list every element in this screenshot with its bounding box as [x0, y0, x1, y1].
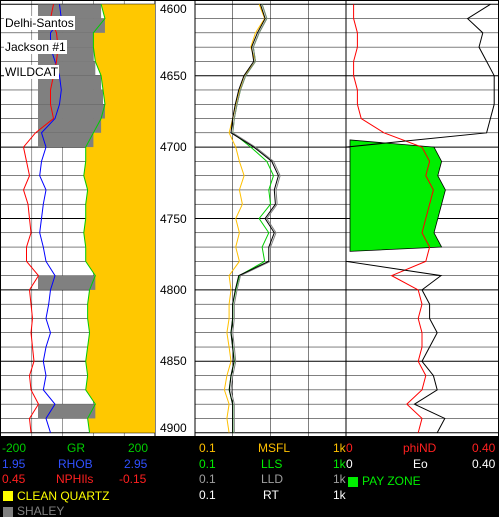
depth-tick-label: 4800 [158, 282, 189, 297]
rt-name: RT [263, 488, 279, 502]
depth-tick-label: 4650 [158, 68, 189, 83]
pay-zone-label: PAY ZONE [362, 474, 421, 488]
depth-tick-label: 4900 [158, 421, 189, 435]
depth-tick-label: 4850 [158, 354, 189, 369]
lld-left-scale: 0.1 [199, 472, 216, 486]
lls-name: LLS [261, 457, 283, 471]
shale-fill [38, 104, 105, 119]
well-name: Jackson #1 [4, 40, 67, 54]
rhob-curve [39, 4, 62, 433]
rt-left-scale: 0.1 [199, 488, 216, 502]
depth-tick-label: 4750 [158, 211, 189, 226]
nphi-name: NPHIls [56, 472, 94, 486]
curves [22, 3, 495, 433]
phind-name: phiND [403, 441, 437, 455]
lld-right-scale: 1k [333, 472, 346, 486]
lls-right-scale: 1k [333, 457, 346, 471]
lld-name: LLD [261, 472, 284, 486]
well-status: WILDCAT [4, 65, 60, 79]
phind-left-scale: 0 [346, 441, 353, 455]
log-plot [0, 0, 499, 437]
nphi-left-scale: 0.45 [2, 472, 26, 486]
clean-quartz-label: CLEAN QUARTZ [17, 489, 110, 503]
msfl-right-scale: 1k [333, 441, 346, 455]
pay-zone-fill [349, 139, 446, 252]
eo-right-scale: 0.40 [472, 457, 496, 471]
shale-fill [38, 132, 94, 148]
clean-quartz-swatch [3, 491, 13, 501]
shale-fill [38, 4, 102, 19]
eo-curve [345, 3, 495, 433]
gr-name: GR [67, 441, 85, 455]
shale-fill [38, 89, 104, 105]
gr-right-scale: 200 [128, 441, 149, 455]
nphi-right-scale: -0.15 [119, 472, 147, 486]
shale-fill [38, 75, 102, 90]
shale-fill [38, 404, 96, 419]
eo-name: Eo [413, 457, 428, 471]
phind-right-scale: 0.40 [472, 441, 496, 455]
rt-right-scale: 1k [333, 488, 346, 502]
legend-panel: -200 GR 200 1.95 RHOB 2.95 0.45 NPHIls -… [0, 437, 499, 517]
shale-fill [38, 118, 102, 133]
rhob-right-scale: 2.95 [124, 457, 148, 471]
gr-curve [83, 4, 106, 433]
shaley-label: SHALEY [17, 504, 65, 517]
shaley-swatch [3, 507, 13, 517]
shale-fill [38, 275, 96, 290]
rhob-left-scale: 1.95 [2, 457, 26, 471]
gr-left-scale: -200 [2, 441, 27, 455]
rt-curve [228, 4, 279, 433]
depth-tick-label: 4700 [158, 140, 189, 155]
pay-zone-swatch [348, 477, 358, 487]
clean-quartz-fill [83, 4, 155, 433]
rhob-name: RHOB [58, 457, 93, 471]
phind-curve [353, 4, 434, 433]
msfl-left-scale: 0.1 [199, 441, 216, 455]
msfl-name: MSFL [258, 441, 291, 455]
eo-left-scale: 0 [346, 457, 353, 471]
lld-curve [230, 4, 281, 433]
well-operator: Delhi-Santos [4, 16, 75, 30]
depth-tick-label: 4600 [158, 2, 189, 16]
lls-left-scale: 0.1 [199, 457, 216, 471]
